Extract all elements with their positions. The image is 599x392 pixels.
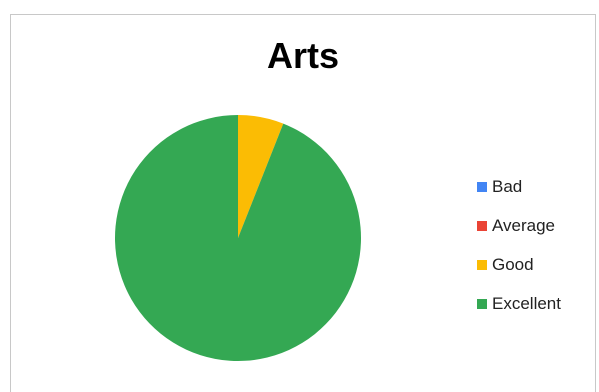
legend-item-average: Average [477, 206, 561, 245]
legend-swatch-good [477, 259, 487, 270]
legend: Bad Average Good Excellent [477, 167, 561, 323]
legend-label-average: Average [492, 215, 556, 235]
pie-slice-excellent [115, 115, 362, 362]
legend-swatch-bad [477, 181, 487, 192]
pie-slice-good [238, 115, 284, 238]
legend-swatch-average [477, 220, 487, 231]
legend-swatch-excellent [477, 298, 487, 309]
pie-slices [115, 115, 362, 362]
legend-item-good: Good [477, 245, 561, 284]
legend-label-excellent: Excellent [492, 293, 561, 313]
legend-item-bad: Bad [477, 167, 561, 206]
legend-item-excellent: Excellent [477, 284, 561, 323]
legend-label-bad: Bad [492, 176, 523, 196]
legend-label-good: Good [492, 254, 534, 274]
chart-title: Arts [266, 35, 340, 76]
